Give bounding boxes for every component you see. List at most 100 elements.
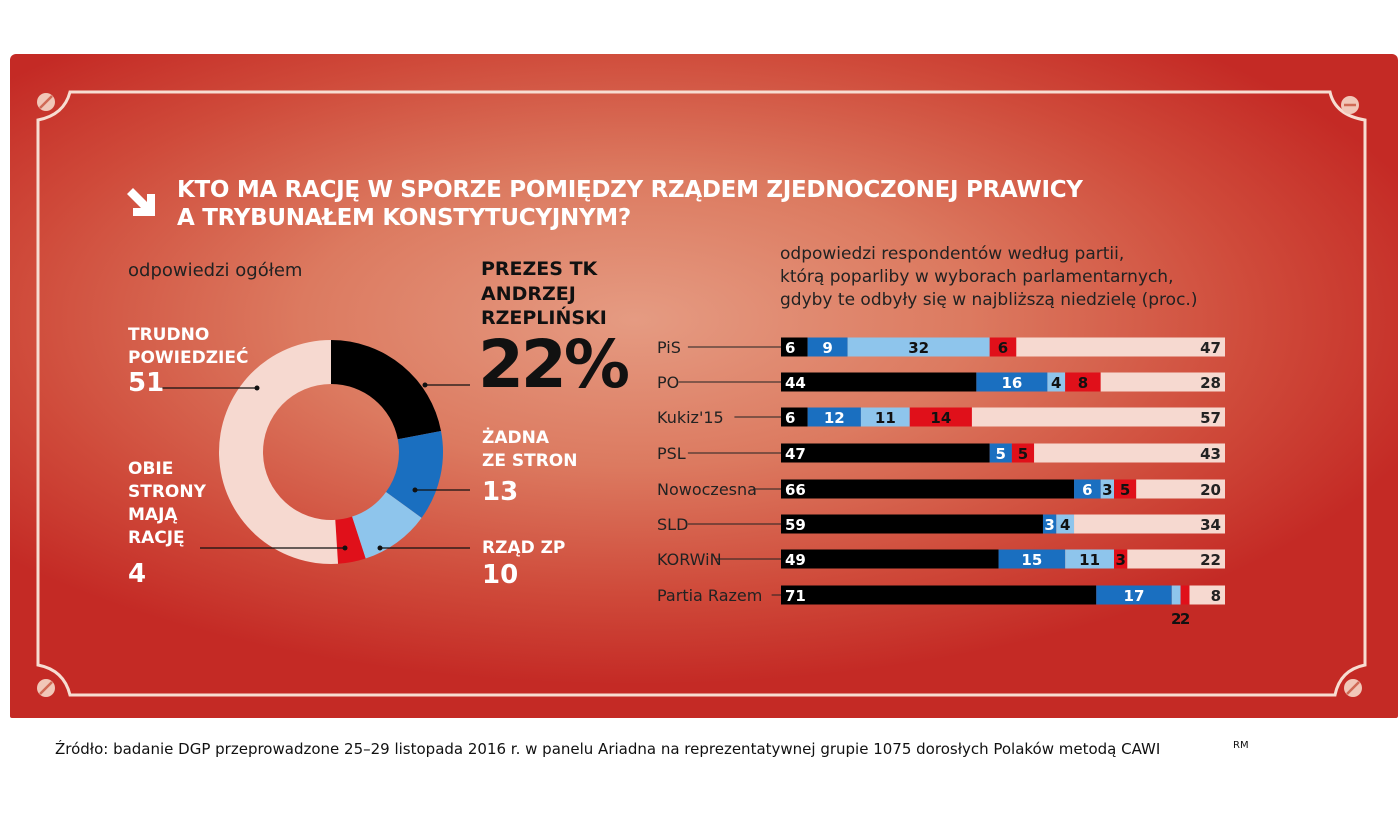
leader-dot-rzad bbox=[377, 545, 383, 551]
bar-segment-obie bbox=[1011, 443, 1035, 463]
bar-segment-prezes bbox=[781, 514, 1043, 534]
category-label: Partia Razem bbox=[657, 586, 762, 605]
bar-value-label: 43 bbox=[1200, 445, 1221, 463]
bar-value-label: 44 bbox=[785, 374, 806, 392]
bar-segment-trudno bbox=[1189, 585, 1225, 605]
category-label: Kukiz'15 bbox=[657, 408, 724, 427]
bar-value-label: 8 bbox=[1078, 374, 1088, 392]
donut-slice-obie bbox=[335, 516, 366, 564]
category-label: Nowoczesna bbox=[657, 480, 757, 499]
category-label: KORWiN bbox=[657, 550, 722, 569]
label-prezes: PREZES TK ANDRZEJ RZEPLIŃSKI bbox=[481, 258, 607, 329]
donut-slice-trudno bbox=[218, 340, 339, 564]
bar-value-label: 20 bbox=[1200, 481, 1221, 499]
bar-segment-obie bbox=[1065, 372, 1101, 392]
bar-segment-obie bbox=[989, 337, 1017, 357]
category-label: PSL bbox=[657, 444, 686, 463]
value-zadna: 13 bbox=[482, 477, 519, 507]
bar-segment-trudno bbox=[1100, 372, 1225, 392]
bar-value-label: 4 bbox=[1051, 374, 1061, 392]
bar-segment-prezes bbox=[781, 585, 1097, 605]
value-trudno: 51 bbox=[128, 368, 165, 398]
bar-segment-zadna bbox=[989, 443, 1012, 463]
donut-slice-prezes bbox=[331, 340, 442, 440]
bar-value-label: 59 bbox=[785, 516, 806, 534]
bar-value-label: 3 bbox=[1115, 551, 1125, 569]
bar-segment-prezes bbox=[781, 407, 808, 427]
bar-value-label: 6 bbox=[1082, 481, 1092, 499]
label-rzad: RZĄD ZP bbox=[482, 538, 566, 558]
value-prezes: 22% bbox=[478, 326, 630, 403]
bar-value-label: 14 bbox=[930, 409, 951, 427]
bar-value-label: 16 bbox=[1001, 374, 1022, 392]
bar-segment-rzad bbox=[1065, 549, 1114, 569]
bar-segment-obie bbox=[909, 407, 972, 427]
leader-dot-obie bbox=[342, 545, 348, 551]
bar-segment-zadna bbox=[1096, 585, 1172, 605]
bar-segment-prezes bbox=[781, 337, 808, 357]
label-zadna: ŻADNA ZE STRON bbox=[482, 428, 578, 471]
source-note: Źródło: badanie DGP przeprowadzone 25–29… bbox=[55, 740, 1161, 758]
bar-segment-prezes bbox=[781, 443, 990, 463]
bar-segment-obie bbox=[1114, 479, 1137, 499]
label-obie: OBIE STRONY MAJĄ RACJĘ bbox=[128, 459, 206, 548]
bar-value-label: 15 bbox=[1021, 551, 1042, 569]
bar-value-label: 3 bbox=[1044, 516, 1054, 534]
bar-segment-trudno bbox=[971, 407, 1225, 427]
bar-segment-rzad bbox=[847, 337, 990, 357]
bar-value-label: 2 bbox=[1171, 610, 1181, 628]
bar-value-label: 6 bbox=[785, 339, 795, 357]
bar-value-label: 57 bbox=[1200, 409, 1221, 427]
bar-segment-rzad bbox=[1100, 479, 1114, 499]
leader-dot-prezes bbox=[422, 382, 428, 388]
bar-value-label: 3 bbox=[1102, 481, 1112, 499]
donut-slice-zadna bbox=[386, 431, 444, 518]
bar-value-label: 34 bbox=[1200, 516, 1221, 534]
bar-segment-rzad bbox=[1056, 514, 1075, 534]
arrow-down-right-icon bbox=[127, 188, 155, 216]
bar-value-label: 5 bbox=[1120, 481, 1130, 499]
author-initials: RM bbox=[1233, 740, 1249, 751]
bar-value-label: 6 bbox=[785, 409, 795, 427]
bar-segment-trudno bbox=[1127, 549, 1225, 569]
chart-title: KTO MA RACJĘ W SPORZE POMIĘDZY RZĄDEM ZJ… bbox=[177, 177, 1083, 231]
bar-segment-zadna bbox=[976, 372, 1048, 392]
bar-value-label: 5 bbox=[996, 445, 1006, 463]
bar-value-label: 11 bbox=[1079, 551, 1100, 569]
bar-segment-obie bbox=[1114, 549, 1128, 569]
bar-value-label: 11 bbox=[875, 409, 896, 427]
label-trudno: TRUDNO POWIEDZIEĆ bbox=[128, 325, 249, 368]
bar-value-label: 5 bbox=[1018, 445, 1028, 463]
bar-value-label: 71 bbox=[785, 587, 806, 605]
bar-segment-trudno bbox=[1136, 479, 1225, 499]
bar-value-label: 8 bbox=[1211, 587, 1221, 605]
value-obie: 4 bbox=[128, 559, 147, 589]
bar-segment-prezes bbox=[781, 372, 977, 392]
bar-segment-obie bbox=[1180, 585, 1190, 605]
bar-segment-trudno bbox=[1016, 337, 1225, 357]
category-label: PO bbox=[657, 373, 679, 392]
donut-title: odpowiedzi ogółem bbox=[128, 260, 303, 281]
leader-dot-zadna bbox=[412, 487, 418, 493]
value-rzad: 10 bbox=[482, 560, 519, 590]
bar-value-label: 9 bbox=[822, 339, 832, 357]
bar-segment-rzad bbox=[860, 407, 910, 427]
category-label: SLD bbox=[657, 515, 688, 534]
bar-value-label: 47 bbox=[1200, 339, 1221, 357]
bar-segment-prezes bbox=[781, 549, 999, 569]
bar-value-label: 12 bbox=[824, 409, 845, 427]
bar-segment-zadna bbox=[998, 549, 1066, 569]
bar-value-label: 32 bbox=[908, 339, 929, 357]
bar-value-label: 6 bbox=[998, 339, 1008, 357]
bar-segment-trudno bbox=[1034, 443, 1225, 463]
bar-value-label: 17 bbox=[1124, 587, 1145, 605]
bar-segment-trudno bbox=[1074, 514, 1225, 534]
bar-value-label: 47 bbox=[785, 445, 806, 463]
category-label: PiS bbox=[657, 338, 681, 357]
bar-value-label: 4 bbox=[1060, 516, 1070, 534]
bar-segment-zadna bbox=[1042, 514, 1057, 534]
bar-value-label: 28 bbox=[1200, 374, 1221, 392]
bar-segment-zadna bbox=[1074, 479, 1101, 499]
